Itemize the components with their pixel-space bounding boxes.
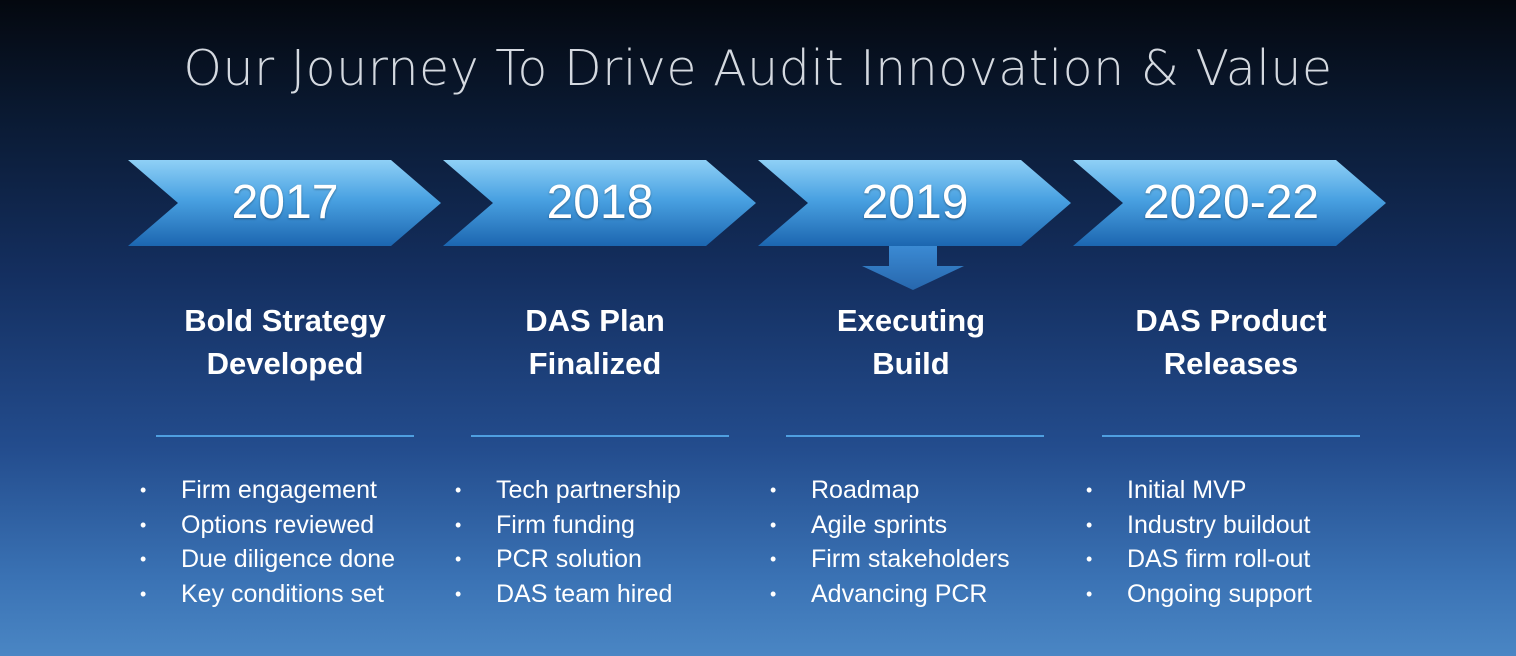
chevron-2020-22 [1073, 160, 1386, 246]
down-arrow-icon [862, 246, 964, 290]
chevron-2018 [443, 160, 756, 246]
stage-heading-line2: Finalized [528, 346, 662, 381]
list-item: Firm funding [455, 508, 681, 543]
stage-heading-line1: Executing [836, 303, 986, 338]
slide-title: Our Journey To Drive Audit Innovation & … [183, 40, 1333, 97]
divider-rule [471, 435, 729, 437]
divider-rule [786, 435, 1044, 437]
stage-heading-2020-22: DAS Product Releases [1076, 299, 1386, 385]
list-item: Industry buildout [1086, 508, 1312, 543]
list-item: DAS team hired [455, 577, 681, 612]
chevron-2019 [758, 160, 1071, 246]
chevron-2017 [128, 160, 441, 246]
divider-rule [1102, 435, 1360, 437]
stage-heading-line2: Releases [1163, 346, 1299, 381]
list-item: Firm stakeholders [770, 542, 1010, 577]
list-item: Options reviewed [140, 508, 395, 543]
year-label-2019: 2019 [861, 176, 969, 229]
bullet-list-2019: Roadmap Agile sprints Firm stakeholders … [770, 473, 1010, 611]
stage-heading-line1: Bold Strategy [184, 303, 386, 338]
list-item: Key conditions set [140, 577, 395, 612]
list-item: Tech partnership [455, 473, 681, 508]
list-item: PCR solution [455, 542, 681, 577]
stage-heading-line1: DAS Plan [525, 303, 665, 338]
list-item: Ongoing support [1086, 577, 1312, 612]
list-item: Roadmap [770, 473, 1010, 508]
stage-heading-line1: DAS Product [1135, 303, 1327, 338]
divider-rule [156, 435, 414, 437]
stage-heading-2017: Bold Strategy Developed [130, 299, 440, 385]
stage-heading-2018: DAS Plan Finalized [440, 299, 750, 385]
list-item: Initial MVP [1086, 473, 1312, 508]
stage-heading-line2: Developed [206, 346, 364, 381]
list-item: Due diligence done [140, 542, 395, 577]
bullet-list-2020-22: Initial MVP Industry buildout DAS firm r… [1086, 473, 1312, 611]
bullet-list-2018: Tech partnership Firm funding PCR soluti… [455, 473, 681, 611]
year-label-2020-22: 2020-22 [1142, 176, 1320, 229]
stage-heading-line2: Build [872, 346, 950, 381]
list-item: DAS firm roll-out [1086, 542, 1312, 577]
stage-heading-2019: Executing Build [756, 299, 1066, 385]
list-item: Agile sprints [770, 508, 1010, 543]
list-item: Firm engagement [140, 473, 395, 508]
year-label-2018: 2018 [546, 176, 654, 229]
list-item: Advancing PCR [770, 577, 1010, 612]
bullet-list-2017: Firm engagement Options reviewed Due dil… [140, 473, 395, 611]
year-label-2017: 2017 [231, 176, 339, 229]
